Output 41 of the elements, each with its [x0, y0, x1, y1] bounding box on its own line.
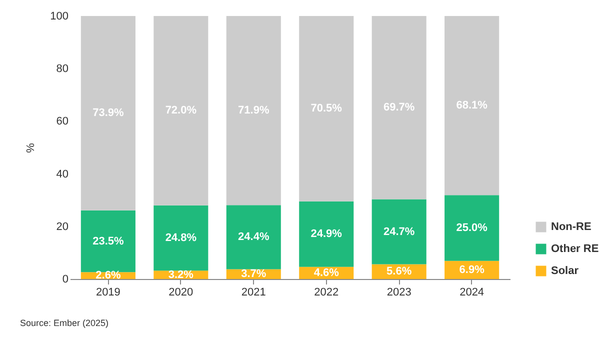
y-tick-label: 60 [56, 116, 68, 128]
data-label: 24.9% [310, 228, 342, 240]
bar [299, 16, 354, 202]
x-tick-label: 2019 [96, 286, 120, 298]
x-tick-label: 2021 [241, 286, 266, 298]
data-label: 23.5% [92, 235, 124, 248]
data-label: 3.2% [168, 268, 194, 281]
bar [299, 201, 354, 267]
legend-label: Other RE [551, 243, 599, 255]
y-tick-label: 20 [56, 220, 68, 233]
y-tick-label: 80 [56, 63, 68, 76]
bar [444, 16, 500, 196]
bar [80, 210, 136, 272]
y-tick-label: 40 [56, 168, 68, 180]
data-label: 24.7% [383, 226, 415, 238]
data-label: 25.0% [456, 222, 488, 234]
data-label: 6.9% [459, 264, 485, 276]
bar [226, 16, 281, 206]
bar [154, 16, 208, 206]
legend-label: Solar [551, 265, 580, 277]
x-tick-label: 2022 [314, 286, 339, 298]
x-tick-label: 2023 [386, 286, 412, 298]
bar [372, 16, 426, 200]
data-label: 2.6% [96, 270, 121, 282]
y-tick-label: 100 [50, 10, 68, 22]
y-axis-title: % [25, 142, 38, 153]
legend-label: Non-RE [551, 221, 592, 233]
data-label: 5.6% [386, 266, 412, 278]
x-tick-label: 2020 [168, 286, 194, 298]
x-tick-label: 2024 [460, 286, 484, 298]
data-label: 24.4% [238, 231, 270, 244]
bar [226, 205, 281, 270]
source-note: Source: Ember (2025) [20, 318, 109, 328]
y-tick-label: 0 [62, 274, 68, 286]
bar [154, 205, 208, 271]
data-label: 3.7% [241, 268, 266, 280]
bar [80, 16, 136, 210]
data-label: 4.6% [314, 266, 340, 279]
bar [372, 199, 426, 264]
data-label: 24.8% [165, 232, 197, 244]
bar [444, 195, 500, 261]
